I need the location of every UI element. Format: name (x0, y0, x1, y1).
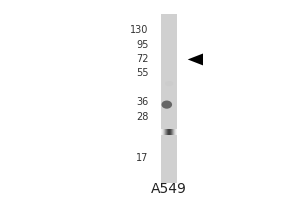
Text: 36: 36 (136, 97, 148, 107)
Text: 28: 28 (136, 112, 148, 122)
Ellipse shape (165, 81, 173, 86)
Ellipse shape (161, 101, 172, 109)
Bar (161, 14, 177, 183)
Text: 130: 130 (130, 25, 148, 35)
Text: 72: 72 (136, 54, 148, 64)
Text: 17: 17 (136, 153, 148, 163)
Polygon shape (188, 54, 203, 65)
Text: 55: 55 (136, 68, 148, 78)
Text: 95: 95 (136, 40, 148, 50)
Text: A549: A549 (151, 182, 187, 196)
